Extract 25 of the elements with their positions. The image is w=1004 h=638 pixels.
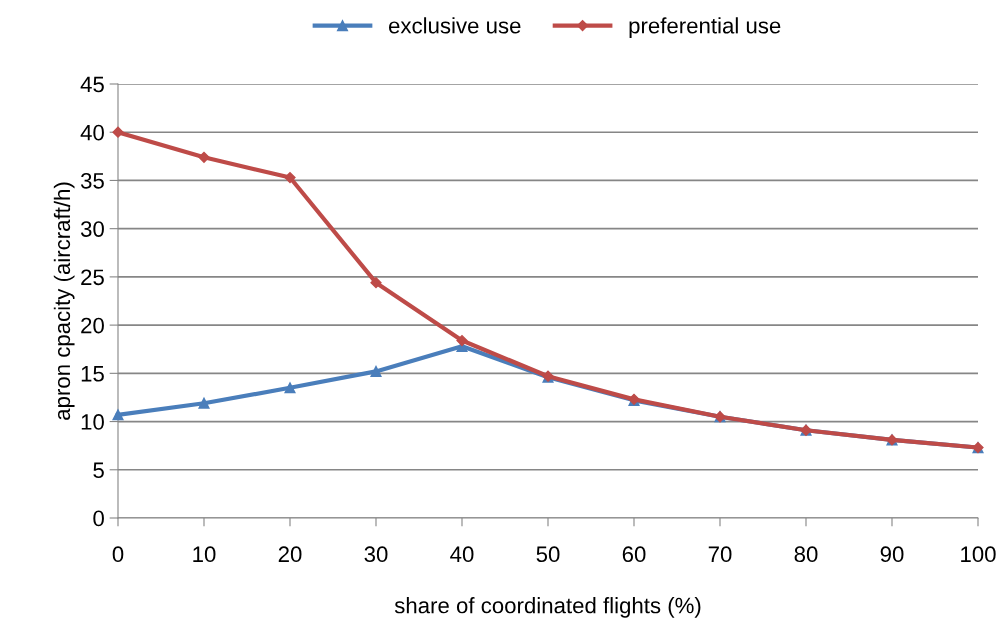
y-tick-label: 45 bbox=[80, 76, 104, 93]
x-tick-label: 40 bbox=[450, 546, 474, 563]
x-tick-label: 80 bbox=[794, 546, 818, 563]
y-tick-label: 0 bbox=[93, 510, 104, 527]
x-tick-label: 60 bbox=[622, 546, 646, 563]
legend-label: preferential use bbox=[629, 17, 781, 38]
x-axis-title: share of coordinated flights (%) bbox=[394, 597, 701, 618]
legend-label: exclusive use bbox=[389, 17, 521, 34]
x-tick-label: 20 bbox=[278, 546, 302, 563]
x-tick-label: 50 bbox=[536, 546, 560, 563]
y-tick-label: 5 bbox=[93, 462, 104, 479]
y-axis-title: apron cpacity (aircraft/h) bbox=[53, 182, 75, 420]
y-tick-label: 10 bbox=[81, 414, 104, 430]
x-tick-label: 100 bbox=[961, 546, 996, 563]
x-tick-label: 30 bbox=[364, 546, 388, 563]
y-tick-label: 40 bbox=[80, 124, 104, 141]
x-tick-label: 0 bbox=[112, 546, 124, 563]
y-tick-label: 15 bbox=[81, 366, 104, 382]
y-tick-label: 20 bbox=[81, 317, 104, 334]
x-tick-label: 10 bbox=[193, 546, 216, 563]
x-tick-label: 70 bbox=[708, 546, 732, 563]
y-tick-label: 30 bbox=[80, 221, 104, 237]
y-tick-label: 35 bbox=[80, 172, 104, 189]
y-tick-label: 25 bbox=[81, 269, 104, 286]
x-tick-label: 90 bbox=[880, 546, 904, 563]
